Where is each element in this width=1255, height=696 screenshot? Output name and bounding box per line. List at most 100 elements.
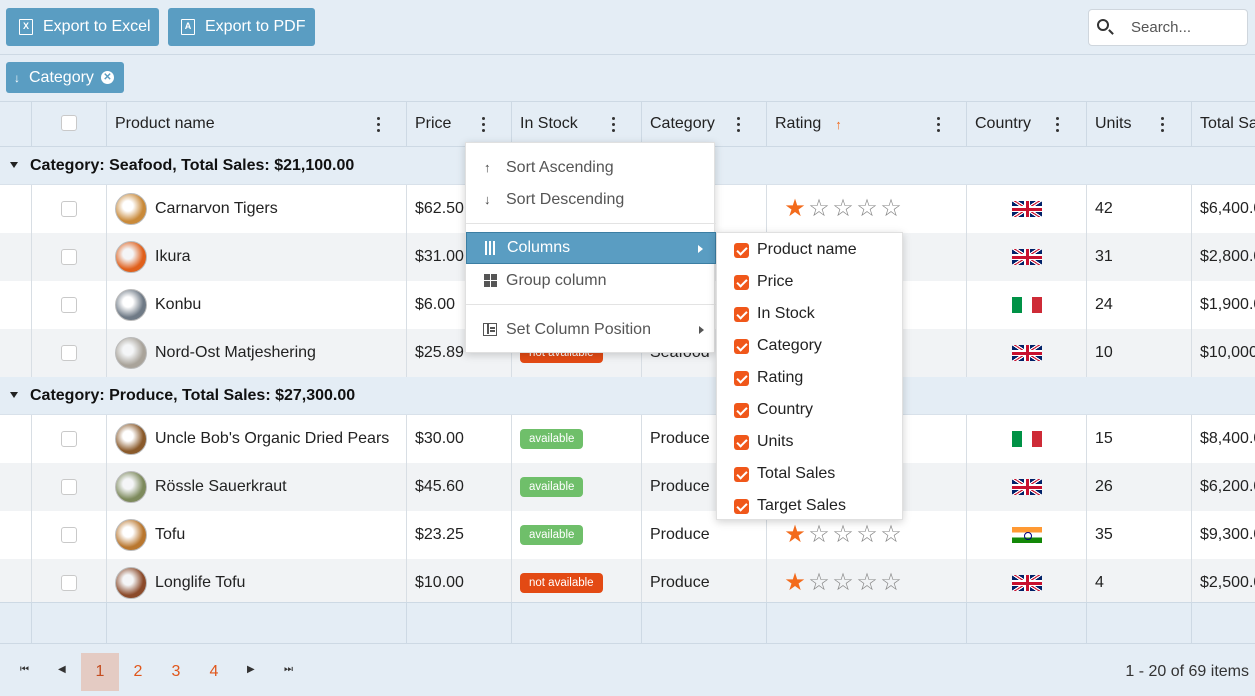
page-1-button[interactable]: 1 [81, 653, 119, 691]
header-price[interactable]: Price [406, 102, 511, 146]
units-cell: 10 [1086, 329, 1191, 377]
header-units[interactable]: Units [1086, 102, 1191, 146]
first-page-icon[interactable]: ⏮ [20, 664, 29, 675]
sort-ascending-icon: ↑ [835, 116, 842, 132]
submenu-column-toggle[interactable]: In Stock [717, 298, 904, 330]
row-checkbox[interactable] [61, 345, 77, 361]
table-row[interactable]: Tofu $23.25 available Produce ★ ☆ ☆ ☆ ☆ 35 $9,300.… [0, 511, 1255, 559]
checkbox-checked-icon[interactable] [734, 275, 749, 290]
select-cell [31, 559, 106, 607]
checkbox-checked-icon[interactable] [734, 371, 749, 386]
row-checkbox[interactable] [61, 249, 77, 265]
menu-label: Columns [507, 239, 571, 256]
submenu-column-toggle[interactable]: Rating [717, 362, 904, 394]
price-cell: $45.60 [406, 463, 511, 511]
header-category[interactable]: Category [641, 102, 766, 146]
menu-group-column[interactable]: Group column [466, 265, 716, 297]
header-total-sales[interactable]: Total Sa [1191, 102, 1255, 146]
header-label: Price [415, 115, 452, 132]
page-4-button[interactable]: 4 [209, 663, 219, 680]
checkbox-checked-icon[interactable] [734, 499, 749, 514]
row-checkbox[interactable] [61, 527, 77, 543]
group-chip-category[interactable]: ↓ Category ✕ [6, 62, 124, 93]
submenu-column-toggle[interactable]: Price [717, 266, 904, 298]
price-cell: $6.00 [406, 281, 511, 329]
submenu-column-toggle[interactable]: Country [717, 394, 904, 426]
header-product-name[interactable]: Product name [106, 102, 406, 146]
remove-group-icon[interactable]: ✕ [101, 71, 114, 84]
page-2-button[interactable]: 2 [133, 663, 143, 680]
table-row[interactable]: Rössle Sauerkraut $45.60 available Produce 2… [0, 463, 1255, 511]
total-sales-cell: $6,400.0 [1191, 185, 1255, 233]
checkbox-checked-icon[interactable] [734, 243, 749, 258]
table-row[interactable]: Uncle Bob's Organic Dried Pears $30.00 ava… [0, 415, 1255, 463]
header-select-cell [31, 102, 106, 146]
row-checkbox[interactable] [61, 575, 77, 591]
star-empty-icon: ☆ [832, 521, 854, 548]
column-menu-icon[interactable] [737, 117, 741, 132]
price-cell: $23.25 [406, 511, 511, 559]
checkbox-checked-icon[interactable] [734, 307, 749, 322]
checkbox-checked-icon[interactable] [734, 467, 749, 482]
collapse-group-icon[interactable] [10, 162, 18, 168]
checkbox-checked-icon[interactable] [734, 403, 749, 418]
submenu-column-toggle[interactable]: Target Sales [717, 490, 904, 522]
column-menu-icon[interactable] [612, 117, 616, 132]
row-checkbox[interactable] [61, 431, 77, 447]
column-menu-icon[interactable] [937, 117, 941, 132]
submenu-label: Total Sales [757, 465, 836, 482]
row-checkbox[interactable] [61, 297, 77, 313]
group-title: Category: Produce, Total Sales: $27,300.… [30, 387, 356, 404]
export-pdf-button[interactable]: A Export to PDF [168, 8, 315, 46]
page-3-button[interactable]: 3 [171, 663, 181, 680]
checkbox-checked-icon[interactable] [734, 435, 749, 450]
export-excel-button[interactable]: X Export to Excel [6, 8, 159, 46]
price-cell: $25.89 [406, 329, 511, 377]
menu-columns[interactable]: Columns [466, 232, 716, 264]
country-cell [966, 281, 1086, 329]
product-name-cell: Longlife Tofu [106, 559, 406, 607]
rating-cell: ★ ☆ ☆ ☆ ☆ [766, 559, 966, 607]
column-menu-icon[interactable] [1161, 117, 1165, 132]
star-empty-icon: ☆ [832, 195, 854, 222]
checkbox-checked-icon[interactable] [734, 339, 749, 354]
header-country[interactable]: Country [966, 102, 1086, 146]
arrow-up-icon: ↑ [484, 160, 491, 175]
collapse-group-icon[interactable] [10, 392, 18, 398]
column-menu-icon[interactable] [482, 117, 486, 132]
select-cell [31, 233, 106, 281]
menu-sort-ascending[interactable]: ↑ Sort Ascending [466, 152, 716, 184]
header-in-stock[interactable]: In Stock [511, 102, 641, 146]
select-all-checkbox[interactable] [61, 115, 77, 131]
last-page-icon[interactable]: ⏭ [284, 664, 293, 675]
excel-file-icon: X [19, 19, 33, 35]
uk-flag-icon [1012, 345, 1042, 361]
product-name-cell: Nord-Ost Matjeshering [106, 329, 406, 377]
header-rating[interactable]: Rating ↑ [766, 102, 966, 146]
units-cell: 15 [1086, 415, 1191, 463]
menu-label: Sort Ascending [506, 159, 614, 176]
star-empty-icon: ☆ [880, 195, 902, 222]
search-input[interactable] [1129, 18, 1239, 37]
product-image [115, 471, 147, 503]
submenu-column-toggle[interactable]: Product name [717, 234, 904, 266]
product-name-cell: Rössle Sauerkraut [106, 463, 406, 511]
row-checkbox[interactable] [61, 201, 77, 217]
grid-header: Product name Price In Stock Category Rat… [0, 102, 1255, 147]
submenu-column-toggle[interactable]: Total Sales [717, 458, 904, 490]
row-checkbox[interactable] [61, 479, 77, 495]
menu-set-column-position[interactable]: Set Column Position [466, 314, 716, 346]
menu-sort-descending[interactable]: ↓ Sort Descending [466, 184, 716, 216]
product-name-cell: Ikura [106, 233, 406, 281]
column-menu-icon[interactable] [1056, 117, 1060, 132]
group-chip-label: Category [29, 68, 94, 86]
menu-label: Sort Descending [506, 191, 625, 208]
submenu-column-toggle[interactable]: Category [717, 330, 904, 362]
uk-flag-icon [1012, 479, 1042, 495]
column-menu-icon[interactable] [377, 117, 381, 132]
table-row[interactable]: Longlife Tofu $10.00 not available Produce ★… [0, 559, 1255, 607]
header-label: Country [975, 115, 1032, 132]
submenu-column-toggle[interactable]: Units [717, 426, 904, 458]
prev-page-icon[interactable]: ◀ [58, 664, 66, 675]
next-page-icon[interactable]: ▶ [247, 664, 255, 675]
